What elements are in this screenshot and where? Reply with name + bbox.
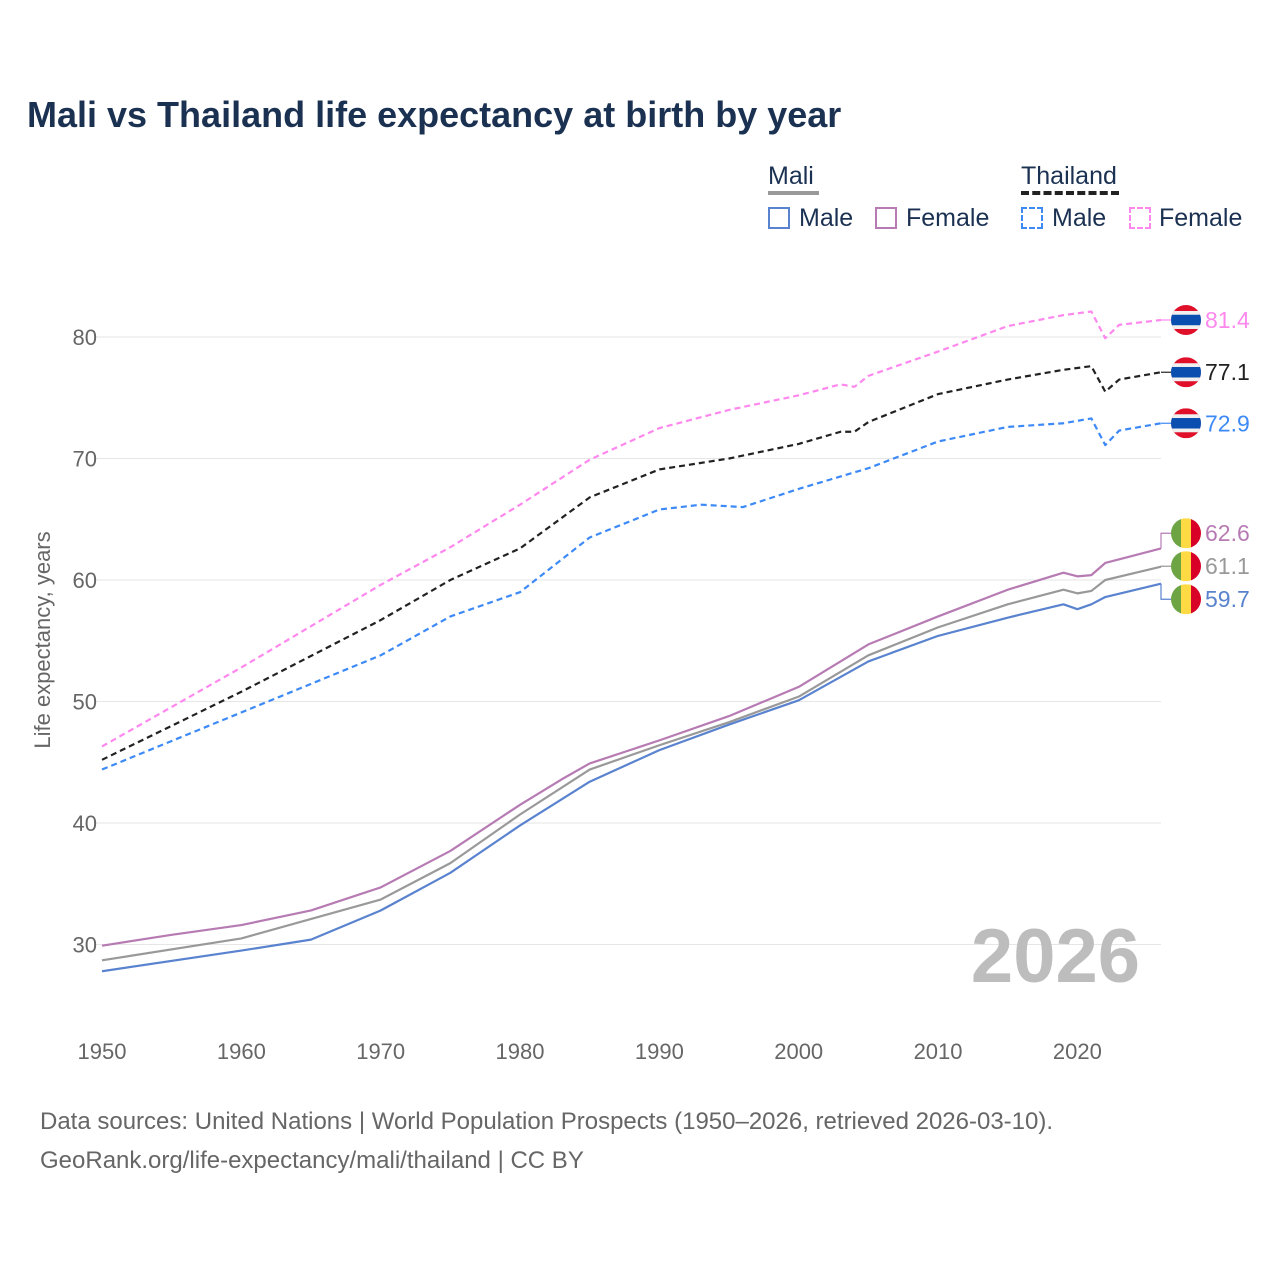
legend-mali-female[interactable]: Female (906, 204, 990, 232)
y-tick-label: 60 (73, 568, 97, 593)
thailand-flag-icon (1171, 357, 1201, 388)
series-line-mali (101, 565, 1162, 962)
end-value-label-mali-male: 59.7 (1205, 586, 1250, 612)
y-tick-label: 40 (73, 811, 97, 836)
end-value-label-thailand-female: 81.4 (1205, 307, 1250, 333)
current-year-label: 2026 (971, 914, 1140, 999)
y-tick-label: 70 (73, 447, 97, 472)
chart-title: Mali vs Thailand life expectancy at birt… (27, 94, 842, 135)
end-value-label-thailand: 77.1 (1205, 359, 1250, 385)
legend-group-thailand[interactable]: Thailand (1021, 162, 1117, 190)
label-connector-mali-male (1160, 583, 1172, 600)
end-value-label-thailand-male: 72.9 (1205, 410, 1250, 436)
legend-mali-line (768, 191, 819, 195)
y-axis-label: Life expectancy, years (30, 531, 55, 748)
y-tick-label: 80 (73, 325, 97, 350)
mali-flag-icon (1171, 551, 1201, 582)
x-tick-label: 2020 (1053, 1039, 1102, 1064)
label-connector-mali-female (1160, 532, 1172, 549)
source-line-2[interactable]: GeoRank.org/life-expectancy/mali/thailan… (40, 1147, 584, 1174)
legend-thailand-female-swatch (1129, 207, 1151, 229)
legend-mali-male-swatch (768, 207, 790, 229)
end-value-label-mali-female: 62.6 (1205, 520, 1250, 546)
x-tick-label: 1960 (217, 1039, 266, 1064)
legend-thailand-male-swatch (1021, 207, 1043, 229)
x-tick-label: 1980 (496, 1039, 545, 1064)
legend-mali-female-swatch (875, 207, 897, 229)
series-line-thailand-male (101, 417, 1162, 771)
series-line-thailand-female (101, 310, 1162, 748)
series-line-mali-female (101, 547, 1162, 947)
legend-thailand-female[interactable]: Female (1159, 204, 1243, 232)
legend-thailand-line (1021, 191, 1119, 195)
mali-flag-icon (1171, 584, 1201, 615)
source-line-1: Data sources: United Nations | World Pop… (40, 1108, 1054, 1135)
mali-flag-icon (1171, 518, 1201, 549)
y-tick-label: 30 (73, 933, 97, 958)
y-tick-label: 50 (73, 690, 97, 715)
thailand-flag-icon (1171, 408, 1201, 439)
series-line-thailand (101, 365, 1162, 761)
thailand-flag-icon (1171, 304, 1201, 335)
x-tick-label: 1970 (356, 1039, 405, 1064)
x-tick-label: 1950 (78, 1039, 127, 1064)
end-value-label-mali: 61.1 (1205, 553, 1250, 579)
legend-group-mali[interactable]: Mali (768, 162, 814, 190)
x-tick-label: 1990 (635, 1039, 684, 1064)
x-tick-label: 2010 (914, 1039, 963, 1064)
series-line-mali-male (101, 582, 1162, 973)
legend-mali-male[interactable]: Male (799, 204, 854, 232)
x-tick-label: 2000 (774, 1039, 823, 1064)
legend-thailand-male[interactable]: Male (1052, 204, 1107, 232)
